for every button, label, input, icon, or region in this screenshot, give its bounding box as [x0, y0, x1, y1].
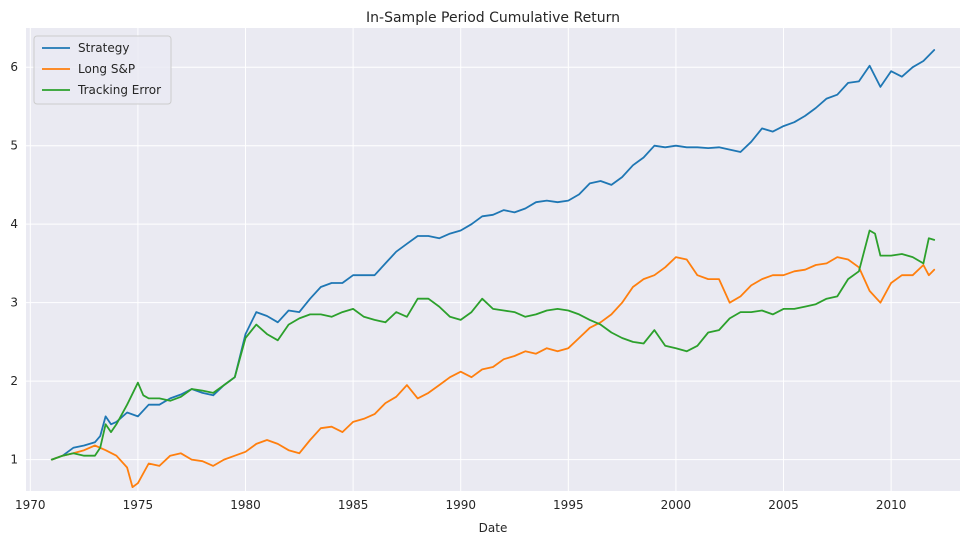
x-axis-label: Date: [479, 521, 508, 535]
y-tick-label: 6: [10, 60, 18, 74]
legend-label-tracking-error: Tracking Error: [77, 83, 161, 97]
y-tick-label: 2: [10, 374, 18, 388]
series-lines: [50, 49, 936, 488]
x-tick-label: 2000: [661, 498, 692, 512]
x-tick-label: 1990: [445, 498, 476, 512]
y-tick-label: 3: [10, 296, 18, 310]
x-tick-label: 1985: [338, 498, 369, 512]
grid: [26, 28, 960, 491]
series-line-long-s-p: [50, 256, 936, 488]
series-line-strategy: [50, 49, 936, 461]
plot-background: [26, 28, 960, 491]
x-tick-label: 2010: [876, 498, 907, 512]
x-tick-label: 2005: [768, 498, 799, 512]
y-tick-label: 5: [10, 139, 18, 153]
chart-title: In-Sample Period Cumulative Return: [366, 10, 620, 26]
y-tick-label: 1: [10, 453, 18, 467]
y-tick-label: 4: [10, 217, 18, 231]
tick-labels: 1970 1975 1980 1985 1990 1995 2000 2005 2010 1 2 3 4…: [10, 60, 906, 512]
x-tick-label: 1970: [15, 498, 46, 512]
x-tick-label: 1975: [123, 498, 154, 512]
legend-label-strategy: Strategy: [78, 41, 129, 55]
x-tick-label: 1980: [230, 498, 261, 512]
series-line-tracking-error: [50, 229, 936, 461]
legend-frame: [33, 35, 172, 105]
legend: Strategy Long S&P Tracking Error: [33, 35, 172, 105]
x-tick-label: 1995: [553, 498, 584, 512]
legend-label-long-sp: Long S&P: [78, 62, 135, 76]
